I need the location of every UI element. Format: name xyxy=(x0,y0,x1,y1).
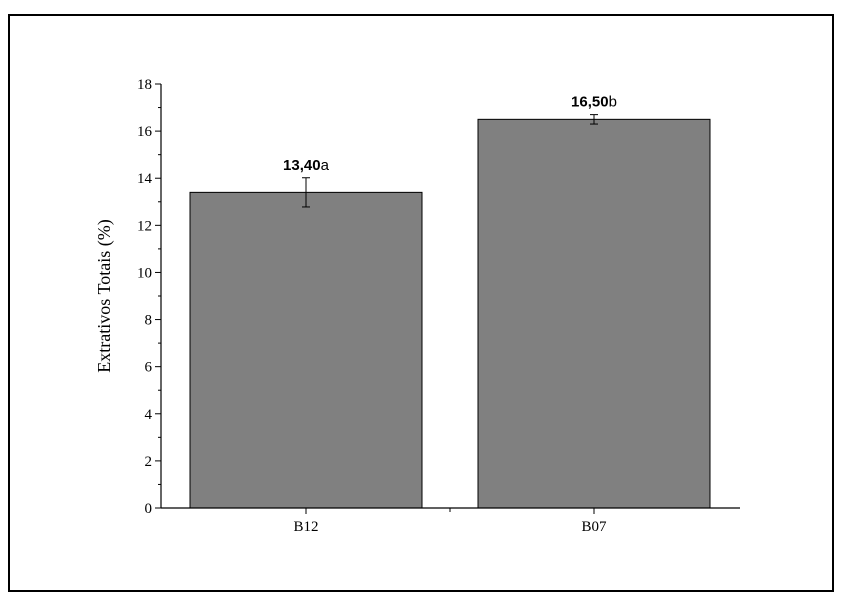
y-tick-label: 6 xyxy=(145,360,153,376)
data-label-b12: 13,40a xyxy=(283,157,330,174)
y-tick-label: 14 xyxy=(137,171,153,187)
y-tick-label: 12 xyxy=(137,218,152,234)
y-tick-label: 16 xyxy=(137,124,153,140)
y-tick-label: 18 xyxy=(137,77,152,93)
y-tick-label: 4 xyxy=(145,407,153,423)
x-tick-label: B07 xyxy=(581,519,607,535)
y-tick-label: 2 xyxy=(145,454,153,470)
x-tick-label: B12 xyxy=(293,519,318,535)
bar-b12 xyxy=(189,191,423,509)
y-tick-label: 8 xyxy=(145,313,153,329)
y-tick-label: 0 xyxy=(145,501,153,517)
y-axis-label: Extrativos Totais (%) xyxy=(94,219,115,372)
y-tick-label: 10 xyxy=(137,265,152,281)
data-label-b07: 16,50b xyxy=(571,94,617,111)
bar-b07 xyxy=(477,118,711,509)
